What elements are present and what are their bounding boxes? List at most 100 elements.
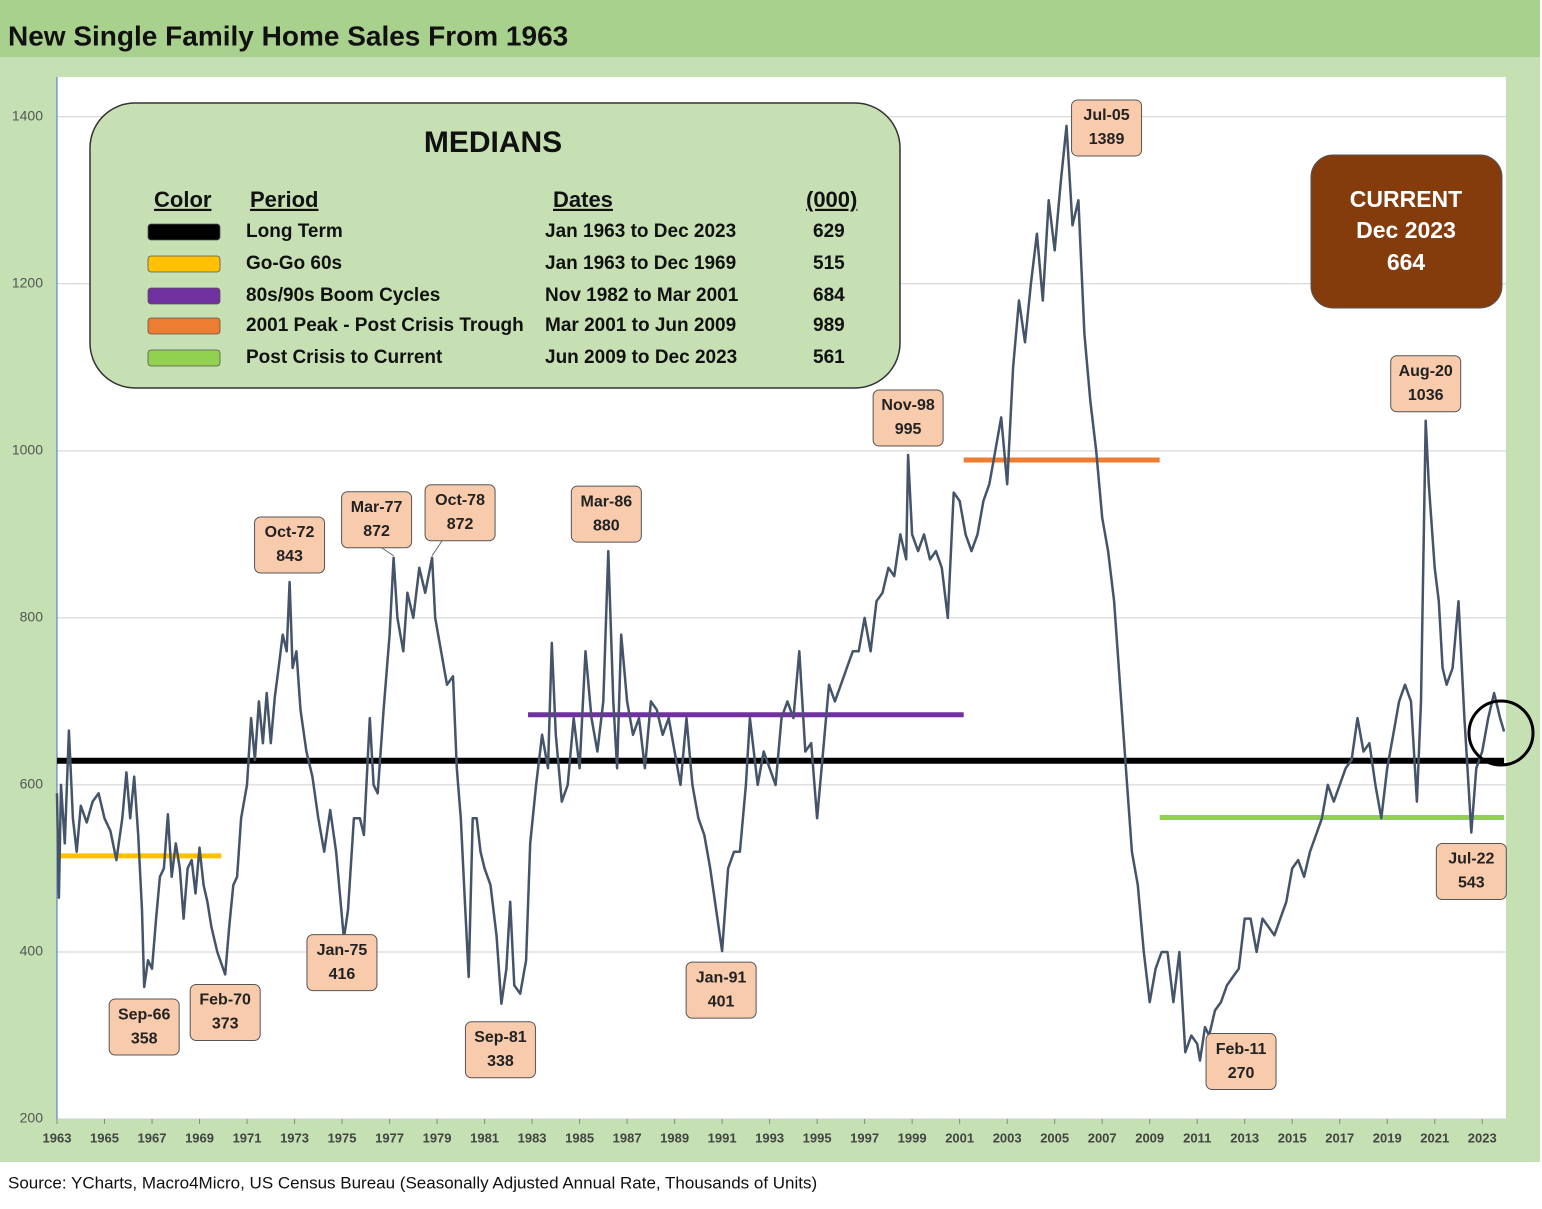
x-tick-label: 2013 [1230,1130,1259,1145]
annotation-value: 880 [593,517,620,534]
legend-period: 2001 Peak - Post Crisis Trough [246,315,524,336]
annotation-label: Aug-20 [1399,363,1453,380]
legend-dates: Jan 1963 to Dec 1969 [545,253,736,274]
legend-header: Color [154,187,212,212]
x-tick-label: 1977 [375,1130,404,1145]
annotation-label: Sep-81 [474,1029,527,1046]
chart-title: New Single Family Home Sales From 1963 [8,20,568,51]
annotation-box [306,934,378,992]
annotation-label: Feb-11 [1216,1041,1267,1058]
source-note: Source: YCharts, Macro4Micro, US Census … [8,1173,817,1192]
annotation-box [464,1021,536,1079]
x-tick-label: 2001 [945,1130,974,1145]
x-tick-label: 1989 [660,1130,689,1145]
x-tick-label: 2019 [1373,1130,1402,1145]
y-tick-label: 600 [20,776,44,792]
current-box [1310,154,1503,309]
annotation-value: 843 [276,548,303,565]
legend-dates: Jun 2009 to Dec 2023 [545,347,737,368]
legend-period: Go-Go 60s [246,253,342,274]
x-tick-label: 1983 [518,1130,547,1145]
legend-period: Post Crisis to Current [246,347,443,368]
x-tick-label: 1965 [90,1130,119,1145]
annotation-box [341,491,413,549]
annotation-box [1205,1033,1277,1091]
annotation-box [1071,99,1143,157]
title-bar [0,0,1540,57]
annotation-label: Jan-75 [317,942,368,959]
y-tick-label: 1200 [12,275,43,291]
annotation-box [872,389,944,447]
annotation-label: Sep-66 [118,1006,171,1023]
legend-swatch [147,287,221,305]
x-tick-label: 1993 [755,1130,784,1145]
legend-dates: Jan 1963 to Dec 2023 [545,221,736,242]
x-tick-label: 2015 [1278,1130,1307,1145]
annotation-label: Nov-98 [881,397,934,414]
legend-dates: Nov 1982 to Mar 2001 [545,285,739,306]
annotation-box [108,998,180,1056]
annotation-label: Feb-70 [199,992,251,1009]
current-value: 664 [1387,249,1426,275]
series-line [55,124,1506,1062]
x-tick-label: 2017 [1325,1130,1354,1145]
legend-value: 629 [813,221,845,242]
annotation-box [1435,843,1507,901]
y-tick-label: 800 [20,609,44,625]
x-tick-label: 2007 [1088,1130,1117,1145]
annotation-value: 995 [895,421,922,438]
y-tick-label: 400 [20,943,44,959]
annotation-value: 416 [329,966,356,983]
annotation-value: 270 [1228,1065,1255,1082]
legend-value: 515 [813,253,845,274]
legend-value: 561 [813,347,845,368]
x-tick-label: 1979 [423,1130,452,1145]
annotation-label: Mar-86 [581,493,633,510]
x-tick-label: 1967 [138,1130,167,1145]
annotation-value: 872 [363,523,390,540]
x-tick-label: 1963 [43,1130,72,1145]
x-tick-label: 1999 [898,1130,927,1145]
current-circle [1467,699,1535,767]
annotation-label: Jul-22 [1448,851,1494,868]
legend-swatch [147,255,221,273]
x-tick-label: 1973 [280,1130,309,1145]
current-date: Dec 2023 [1356,217,1456,243]
annotation-box [254,516,326,574]
x-tick-label: 1987 [613,1130,642,1145]
x-tick-label: 2003 [993,1130,1022,1145]
legend-value: 989 [813,315,845,336]
legend-swatch [147,349,221,367]
x-tick-label: 2021 [1420,1130,1449,1145]
annotation-label: Mar-77 [351,499,403,516]
x-tick-label: 2005 [1040,1130,1069,1145]
x-tick-label: 1985 [565,1130,594,1145]
annotation-value: 338 [487,1053,514,1070]
annotation-leader [381,547,394,557]
annotation-value: 401 [708,993,735,1010]
annotation-value: 872 [447,516,474,533]
annotation-box [685,961,757,1019]
legend-swatch [147,223,221,241]
x-tick-label: 1997 [850,1130,879,1145]
annotation-value: 358 [131,1030,158,1047]
annotation-label: Oct-72 [265,524,315,541]
legend-value: 684 [813,285,845,306]
current-label: CURRENT [1350,186,1462,212]
y-tick-label: 1000 [12,442,43,458]
annotation-value: 1036 [1408,387,1444,404]
x-tick-label: 1995 [803,1130,832,1145]
legend-header: Period [250,187,318,212]
annotation-value: 373 [212,1016,239,1033]
legend-swatch [147,317,221,335]
y-tick-label: 1400 [12,107,43,123]
legend-header: Dates [553,187,613,212]
x-tick-label: 1981 [470,1130,499,1145]
legend-header: (000) [806,187,857,212]
annotation-box [424,484,496,542]
legend-period: 80s/90s Boom Cycles [246,285,440,306]
annotation-value: 1389 [1089,131,1125,148]
x-tick-label: 1991 [708,1130,737,1145]
